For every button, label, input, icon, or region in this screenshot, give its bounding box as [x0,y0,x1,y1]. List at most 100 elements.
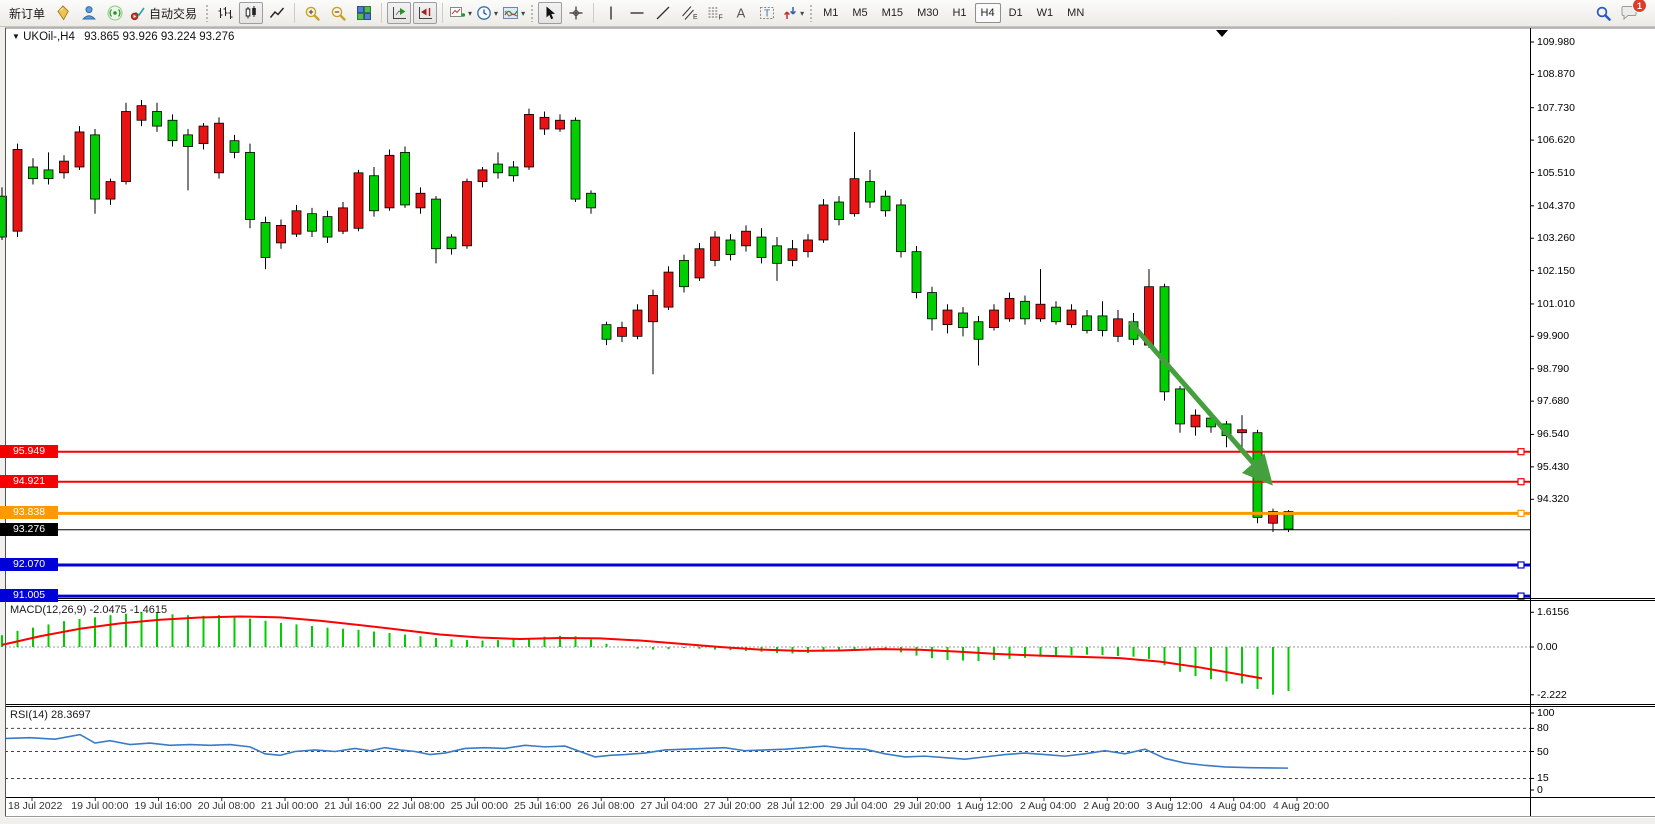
timeframe-d1[interactable]: D1 [1008,7,1023,19]
time-axis-label: 26 Jul 08:00 [577,800,635,812]
chat-badge: 1 [1632,0,1647,13]
price-level-tag: 95.949 [0,444,58,458]
time-axis-label: 25 Jul 16:00 [514,800,572,812]
profile-icon [81,5,97,21]
equidistant-channel-icon: E [681,5,698,21]
zoom-out-button[interactable] [326,2,350,24]
candles-group [0,99,1294,532]
toolbar-drag-handle[interactable] [205,4,210,22]
timeframe-m15[interactable]: M15 [881,7,904,19]
time-axis-label: 29 Jul 20:00 [893,800,951,812]
chevron-down-icon: ▾ [468,8,473,18]
line-chart-button[interactable] [265,2,289,24]
price-tick-label: 96.540 [1537,428,1570,441]
time-axis-label: 19 Jul 16:00 [134,800,192,812]
vertical-line-button[interactable] [599,2,623,24]
text-button[interactable]: A [729,2,753,24]
time-axis-label: 19 Jul 00:00 [71,800,129,812]
price-tick-label: 97.680 [1537,395,1570,408]
trend-arrow [1128,320,1273,486]
chart-dropdown-icon[interactable]: ▼ [12,32,20,41]
levels-group [5,320,1530,600]
time-axis-label: 21 Jul 00:00 [261,800,319,812]
svg-text:T: T [764,9,770,20]
tile-windows-button[interactable] [352,2,376,24]
timeframe-m5[interactable]: M5 [852,7,868,19]
auto-scroll-button[interactable] [387,2,412,24]
arrows-icon [782,5,798,21]
price-tick-label: 108.870 [1537,68,1575,81]
chart-ohlc-values: 93.865 93.926 93.224 93.276 [84,31,235,43]
chevron-down-icon: ▾ [521,8,526,18]
charm-button[interactable] [51,2,75,24]
price-tick-label: 109.980 [1537,36,1575,48]
templates-button[interactable]: ▾ [501,2,526,24]
add-indicator-icon [449,5,466,21]
timeframe-w1[interactable]: W1 [1036,7,1054,19]
profile-button[interactable] [77,2,101,24]
auto-scroll-icon [391,5,408,21]
rsi-scale-label: 15 [1537,772,1549,785]
chevron-down-icon: ▾ [494,8,499,18]
time-axis-label: 20 Jul 08:00 [197,800,255,812]
fibonacci-button[interactable]: F [703,2,727,24]
chevron-down-icon: ▾ [800,8,805,18]
search-button[interactable] [1591,2,1615,24]
price-tick-label: 94.320 [1537,493,1570,506]
rsi-group [5,727,1530,779]
auto-trading-button[interactable]: 自动交易 [129,2,201,24]
price-tick-label: 102.150 [1537,264,1575,277]
time-axis-label: 2 Aug 04:00 [1020,800,1077,812]
chart-shift-button[interactable] [413,2,438,24]
search-icon [1595,5,1612,22]
chart-title: ▼ UKOil-,H4 93.865 93.926 93.224 93.276 [12,31,234,43]
macd-scale-label: 0.00 [1537,641,1558,653]
text-label-button[interactable]: T [755,2,779,24]
axes-group [5,27,1655,817]
horizontal-line-button[interactable] [625,2,649,24]
rsi-scale-label: 100 [1537,707,1555,719]
rsi-line [5,733,1289,769]
toolbar-separator [442,3,444,23]
price-tick-label: 107.730 [1537,101,1575,114]
timeframe-m30[interactable]: M30 [917,7,939,19]
timeframe-h1[interactable]: H1 [952,7,967,19]
signal-icon [107,5,123,21]
candlestick-chart-button[interactable] [239,2,264,24]
price-level-tag: 91.005 [0,589,58,603]
svg-text:A: A [737,6,746,21]
crosshair-button[interactable] [564,2,588,24]
bar-chart-icon [217,5,233,21]
periods-clock-icon [476,5,492,21]
arrows-button[interactable]: ▾ [781,2,805,24]
price-level-tag: 93.276 [0,522,58,536]
price-level-tag: 93.838 [0,506,58,520]
zoom-in-button[interactable] [300,2,324,24]
chat-button[interactable]: 1 [1617,0,1647,24]
cursor-button[interactable] [538,2,563,24]
line-chart-icon [269,5,285,21]
bar-chart-button[interactable] [213,2,237,24]
time-axis-label: 21 Jul 16:00 [324,800,382,812]
tile-windows-icon [356,5,372,21]
signal-button[interactable] [103,2,127,24]
new-order-button[interactable]: 新订单 [5,2,49,24]
toolbar-drag-handle[interactable] [530,4,535,22]
add-indicator-button[interactable]: ▾ [448,2,473,24]
toolbar: 新订单 自动交易 [0,0,1655,27]
timeframe-mn[interactable]: MN [1067,7,1085,19]
periods-button[interactable]: ▾ [475,2,499,24]
time-axis-label: 4 Aug 04:00 [1209,800,1266,812]
toolbar-drag-handle[interactable] [809,4,814,22]
equidistant-channel-button[interactable]: E [677,2,701,24]
trend-line-button[interactable] [651,2,675,24]
rsi-value: 28.3697 [50,709,91,721]
macd-label: MACD(12,26,9) -2.0475 -1.4615 [10,604,168,616]
fibonacci-icon: F [707,5,724,21]
timeframe-m1[interactable]: M1 [823,7,839,19]
time-axis-label: 3 Aug 12:00 [1146,800,1203,812]
timeframe-h4[interactable]: H4 [974,3,1001,23]
price-tick-label: 98.790 [1537,362,1570,375]
macd-signal-line [1,615,1263,680]
